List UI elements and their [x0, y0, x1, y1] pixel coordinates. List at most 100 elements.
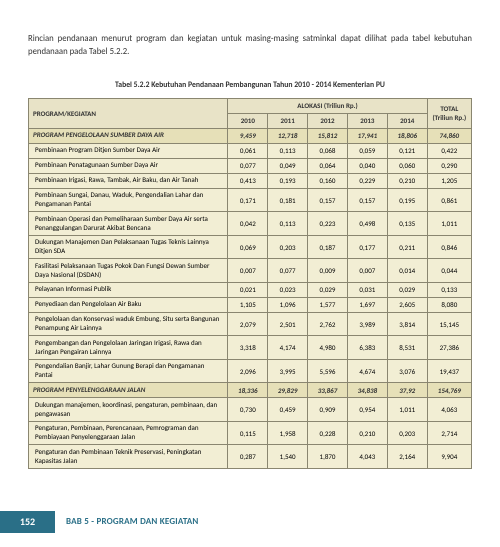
- row-value: 3,318: [228, 336, 268, 360]
- row-total: 0,422: [427, 143, 471, 158]
- row-value: 3,989: [347, 312, 387, 336]
- row-value: 2,164: [387, 445, 427, 469]
- row-total: 8,080: [427, 297, 471, 312]
- row-value: 0,021: [228, 282, 268, 297]
- row-value: 0,228: [308, 421, 348, 445]
- row-value: 0,195: [387, 188, 427, 212]
- row-value: 0,061: [228, 143, 268, 158]
- row-value: 0,121: [387, 143, 427, 158]
- table-row: Dukungan Manajemen Dan Pelaksanaan Tugas…: [29, 235, 472, 259]
- row-value: 3,076: [387, 359, 427, 383]
- row-total: 9,904: [427, 445, 471, 469]
- row-label: Pengelolaan dan Konservasi waduk Embung,…: [29, 312, 228, 336]
- table-head: PROGRAM/KEGIATAN ALOKASI (Triliun Rp.) T…: [29, 98, 472, 128]
- row-value: 8,531: [387, 336, 427, 360]
- section-label: PROGRAM PENGELOLAAN SUMBER DAYA AIR: [29, 128, 228, 143]
- section-row: PROGRAM PENYELENGGARAAN JALAN18,33629,82…: [29, 383, 472, 398]
- funding-table: PROGRAM/KEGIATAN ALOKASI (Triliun Rp.) T…: [28, 98, 472, 469]
- section-value: 9,459: [228, 128, 268, 143]
- row-label: Pengembangan dan Pengelolaan Jaringan Ir…: [29, 336, 228, 360]
- row-total: 0,133: [427, 282, 471, 297]
- table-row: Pengaturan, Pembinaan, Perencanaan, Pemr…: [29, 421, 472, 445]
- row-value: 0,909: [308, 398, 348, 422]
- row-value: 0,223: [308, 212, 348, 236]
- table-row: Pembinaan Program Ditjen Sumber Daya Air…: [29, 143, 472, 158]
- row-label: Pengaturan, Pembinaan, Perencanaan, Pemr…: [29, 421, 228, 445]
- row-label: Fasilitasi Pelaksanaan Tugas Pokok Dan F…: [29, 259, 228, 283]
- row-total: 19,437: [427, 359, 471, 383]
- section-value: 18,336: [228, 383, 268, 398]
- row-value: 0,730: [228, 398, 268, 422]
- row-label: Pembinaan Penatagunaan Sumber Daya Air: [29, 158, 228, 173]
- row-value: 0,042: [228, 212, 268, 236]
- table-row: Penyediaan dan Pengelolaan Air Baku1,105…: [29, 297, 472, 312]
- chapter-label: BAB 5 - PROGRAM DAN KEGIATAN: [66, 511, 199, 533]
- table-row: Pembinaan Irigasi, Rawa, Tambak, Air Bak…: [29, 173, 472, 188]
- section-value: 34,838: [347, 383, 387, 398]
- row-value: 3,995: [268, 359, 308, 383]
- row-value: 0,059: [347, 143, 387, 158]
- row-value: 4,674: [347, 359, 387, 383]
- table-row: Dukungan manajemen, koordinasi, pengatur…: [29, 398, 472, 422]
- page-footer: 152 BAB 5 - PROGRAM DAN KEGIATAN: [0, 511, 500, 533]
- row-value: 0,210: [347, 421, 387, 445]
- row-value: 2,762: [308, 312, 348, 336]
- table-row: Pengelolaan dan Konservasi waduk Embung,…: [29, 312, 472, 336]
- row-value: 0,029: [387, 282, 427, 297]
- row-total: 0,044: [427, 259, 471, 283]
- row-label: Pembinaan Program Ditjen Sumber Daya Air: [29, 143, 228, 158]
- section-total: 154,769: [427, 383, 471, 398]
- table-row: Pembinaan Sungai, Danau, Waduk, Pengenda…: [29, 188, 472, 212]
- row-total: 4,063: [427, 398, 471, 422]
- section-value: 37,92: [387, 383, 427, 398]
- row-total: 0,290: [427, 158, 471, 173]
- row-label: Pengaturan dan Pembinaan Teknik Preserva…: [29, 445, 228, 469]
- col-2010: 2010: [228, 113, 268, 128]
- row-total: 2,714: [427, 421, 471, 445]
- row-value: 0,113: [268, 212, 308, 236]
- row-value: 1,958: [268, 421, 308, 445]
- row-value: 0,954: [347, 398, 387, 422]
- row-value: 0,413: [228, 173, 268, 188]
- table-body: PROGRAM PENGELOLAAN SUMBER DAYA AIR9,459…: [29, 128, 472, 468]
- section-label: PROGRAM PENYELENGGARAAN JALAN: [29, 383, 228, 398]
- table-row: Pengembangan dan Pengelolaan Jaringan Ir…: [29, 336, 472, 360]
- section-value: 29,829: [268, 383, 308, 398]
- row-label: Pelayanan Informasi Publik: [29, 282, 228, 297]
- row-label: Pengendalian Banjir, Lahar Gunung Berapi…: [29, 359, 228, 383]
- row-value: 0,203: [268, 235, 308, 259]
- row-value: 1,011: [387, 398, 427, 422]
- row-value: 0,049: [268, 158, 308, 173]
- row-value: 1,096: [268, 297, 308, 312]
- row-value: 0,187: [308, 235, 348, 259]
- row-value: 0,014: [387, 259, 427, 283]
- section-total: 74,860: [427, 128, 471, 143]
- col-2012: 2012: [308, 113, 348, 128]
- col-program: PROGRAM/KEGIATAN: [29, 98, 228, 128]
- row-total: 1,205: [427, 173, 471, 188]
- col-total: TOTAL (Triliun Rp.): [427, 98, 471, 128]
- table-row: Pelayanan Informasi Publik0,0210,0230,02…: [29, 282, 472, 297]
- table-row: Pembinaan Penatagunaan Sumber Daya Air 0,…: [29, 158, 472, 173]
- intro-paragraph: Rincian pendanaan menurut program dan ke…: [28, 33, 472, 59]
- row-value: 2,605: [387, 297, 427, 312]
- row-value: 0,181: [268, 188, 308, 212]
- row-label: Pembinaan Sungai, Danau, Waduk, Pengenda…: [29, 188, 228, 212]
- section-value: 33,867: [308, 383, 348, 398]
- row-value: 0,040: [347, 158, 387, 173]
- col-2013: 2013: [347, 113, 387, 128]
- row-value: 1,105: [228, 297, 268, 312]
- row-value: 3,814: [387, 312, 427, 336]
- row-value: 0,160: [308, 173, 348, 188]
- row-total: 15,145: [427, 312, 471, 336]
- row-value: 5,596: [308, 359, 348, 383]
- row-value: 1,540: [268, 445, 308, 469]
- section-value: 18,806: [387, 128, 427, 143]
- row-value: 0,498: [347, 212, 387, 236]
- row-value: 4,980: [308, 336, 348, 360]
- row-value: 0,210: [387, 173, 427, 188]
- row-label: Pembinaan Operasi dan Pemeliharaan Sumbe…: [29, 212, 228, 236]
- row-value: 0,031: [347, 282, 387, 297]
- row-value: 2,096: [228, 359, 268, 383]
- row-value: 0,193: [268, 173, 308, 188]
